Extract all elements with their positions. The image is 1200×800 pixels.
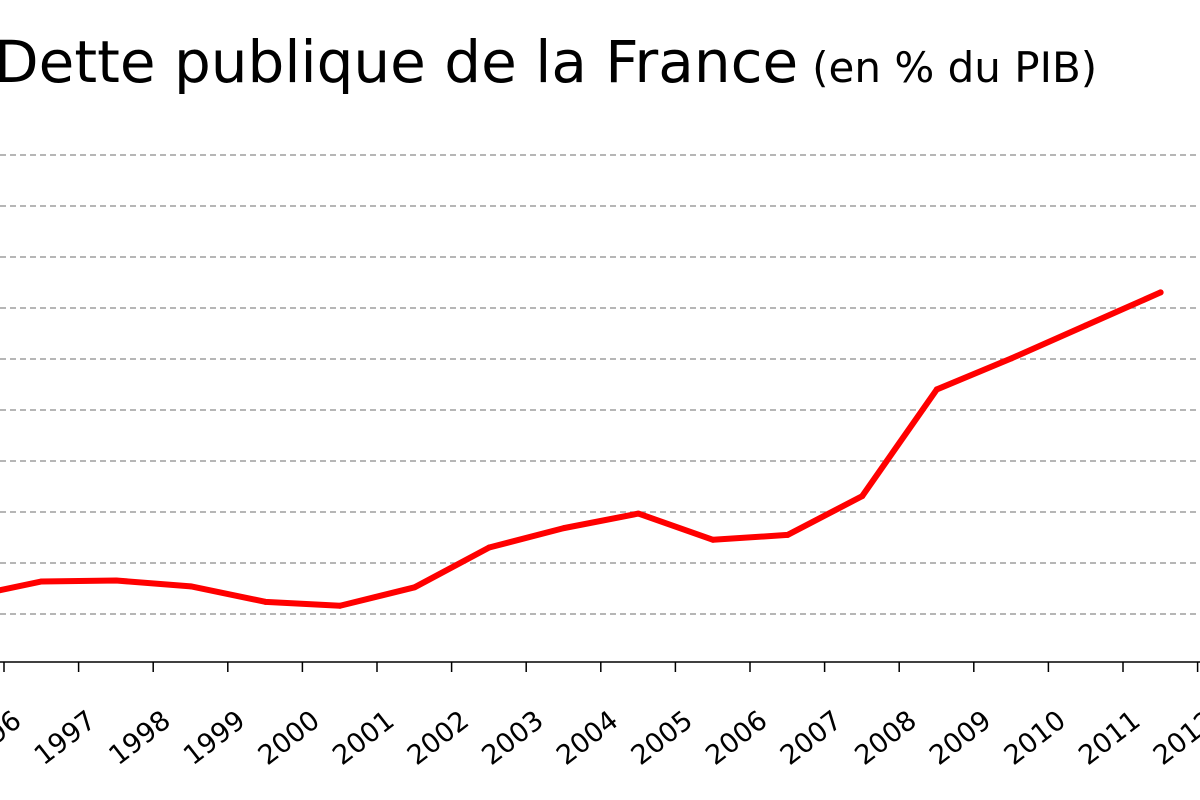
x-tick-label: 2007 bbox=[775, 705, 848, 772]
data-point-2010 bbox=[1008, 355, 1015, 362]
data-point-2006 bbox=[710, 536, 716, 543]
x-tick-label: 1998 bbox=[103, 705, 176, 772]
series-line bbox=[0, 289, 1164, 609]
data-point-1999 bbox=[187, 583, 194, 590]
data-point-2004 bbox=[560, 525, 567, 532]
x-tick-label: 2000 bbox=[253, 705, 326, 772]
chart-title-sub: (en % du PIB) bbox=[812, 43, 1098, 92]
x-tick-label: 2001 bbox=[327, 705, 400, 772]
x-tick-labels: 1996 1997 1998 1999 2000 2001 2002 2003 2004 2005… bbox=[0, 705, 1200, 772]
data-point-2012 bbox=[1157, 289, 1164, 296]
data-point-2000 bbox=[262, 598, 269, 605]
series-layer bbox=[0, 289, 1164, 609]
gridlines bbox=[0, 154, 1200, 615]
data-point-2003 bbox=[486, 544, 493, 551]
x-tick-label: 2004 bbox=[551, 705, 624, 772]
data-point-2002 bbox=[411, 584, 418, 591]
x-tick-label: 2006 bbox=[700, 705, 773, 772]
x-tick-label: 2012 bbox=[1148, 705, 1200, 772]
x-tick-label: 1997 bbox=[29, 705, 102, 772]
x-tick-label: 2009 bbox=[924, 705, 997, 772]
x-tick-label: 2008 bbox=[849, 705, 922, 772]
x-tick-label: 2010 bbox=[999, 705, 1072, 772]
x-tick-label: 2002 bbox=[402, 705, 475, 772]
data-point-2011 bbox=[1083, 322, 1089, 329]
x-axis bbox=[0, 661, 1200, 672]
x-tick-label: 1999 bbox=[178, 705, 251, 772]
x-tick-label: 1996 bbox=[0, 705, 27, 772]
data-point-2001 bbox=[337, 602, 343, 609]
data-point-2008 bbox=[859, 493, 866, 500]
data-point-2005 bbox=[635, 510, 642, 517]
data-point-2009 bbox=[933, 386, 940, 393]
x-tick-label: 2011 bbox=[1073, 705, 1146, 772]
data-point-1997 bbox=[38, 578, 45, 585]
data-point-1998 bbox=[113, 577, 120, 584]
x-tick-label: 2005 bbox=[626, 705, 699, 772]
chart-title: Dette publique de la France (en % du PIB) bbox=[0, 28, 1097, 96]
chart-title-main: Dette publique de la France bbox=[0, 28, 799, 96]
x-tick-label: 2003 bbox=[476, 705, 549, 772]
data-point-2007 bbox=[784, 531, 791, 538]
